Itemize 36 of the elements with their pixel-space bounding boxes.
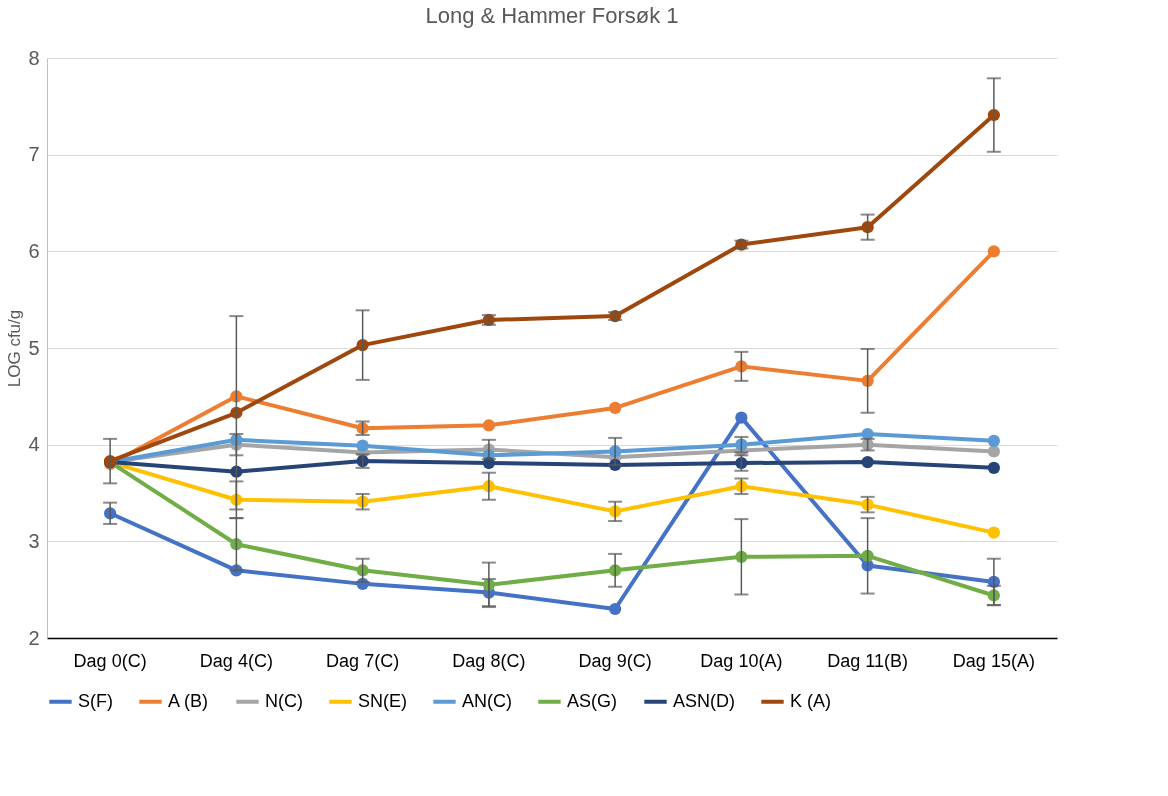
chart-title: Long & Hammer Forsøk 1 xyxy=(425,3,679,28)
x-tick-label: Dag 11(B) xyxy=(827,650,908,671)
legend-label: AN(C) xyxy=(462,690,512,711)
point xyxy=(987,526,1000,539)
point xyxy=(987,245,1000,258)
point xyxy=(861,455,874,469)
x-tick-label: Dag 8(C) xyxy=(452,650,526,671)
y-tick-label: 5 xyxy=(28,336,40,359)
x-tick-label: Dag 10(A) xyxy=(700,650,783,671)
point xyxy=(356,439,369,452)
point xyxy=(482,419,495,432)
x-tick-label: Dag 9(C) xyxy=(578,650,652,671)
legend-label: S(F) xyxy=(78,690,113,711)
point xyxy=(987,461,1000,474)
x-tick-label: Dag 0(C) xyxy=(73,650,147,671)
point xyxy=(609,602,622,616)
legend-label: A (B) xyxy=(168,690,209,711)
y-tick-label: 3 xyxy=(28,529,40,552)
point xyxy=(987,445,1000,458)
legend-label: AS(G) xyxy=(567,690,618,711)
legend-label: ASN(D) xyxy=(673,690,735,711)
point xyxy=(735,411,748,424)
legend-label: K (A) xyxy=(790,690,832,711)
point xyxy=(609,401,622,415)
x-tick-label: Dag 15(A) xyxy=(952,650,1035,671)
legend-label: N(C) xyxy=(265,690,303,711)
legend-label: SN(E) xyxy=(358,690,407,711)
y-tick-label: 6 xyxy=(28,239,40,262)
point xyxy=(987,434,1000,447)
y-tick-label: 7 xyxy=(28,143,40,166)
x-tick-label: Dag 7(C) xyxy=(326,650,400,671)
x-tick-label: Dag 4(C) xyxy=(199,650,273,671)
y-tick-label: 2 xyxy=(28,626,40,649)
y-axis-title: LOG cfu/g xyxy=(5,309,25,388)
y-tick-label: 4 xyxy=(28,433,40,456)
y-tick-label: 8 xyxy=(28,46,40,69)
